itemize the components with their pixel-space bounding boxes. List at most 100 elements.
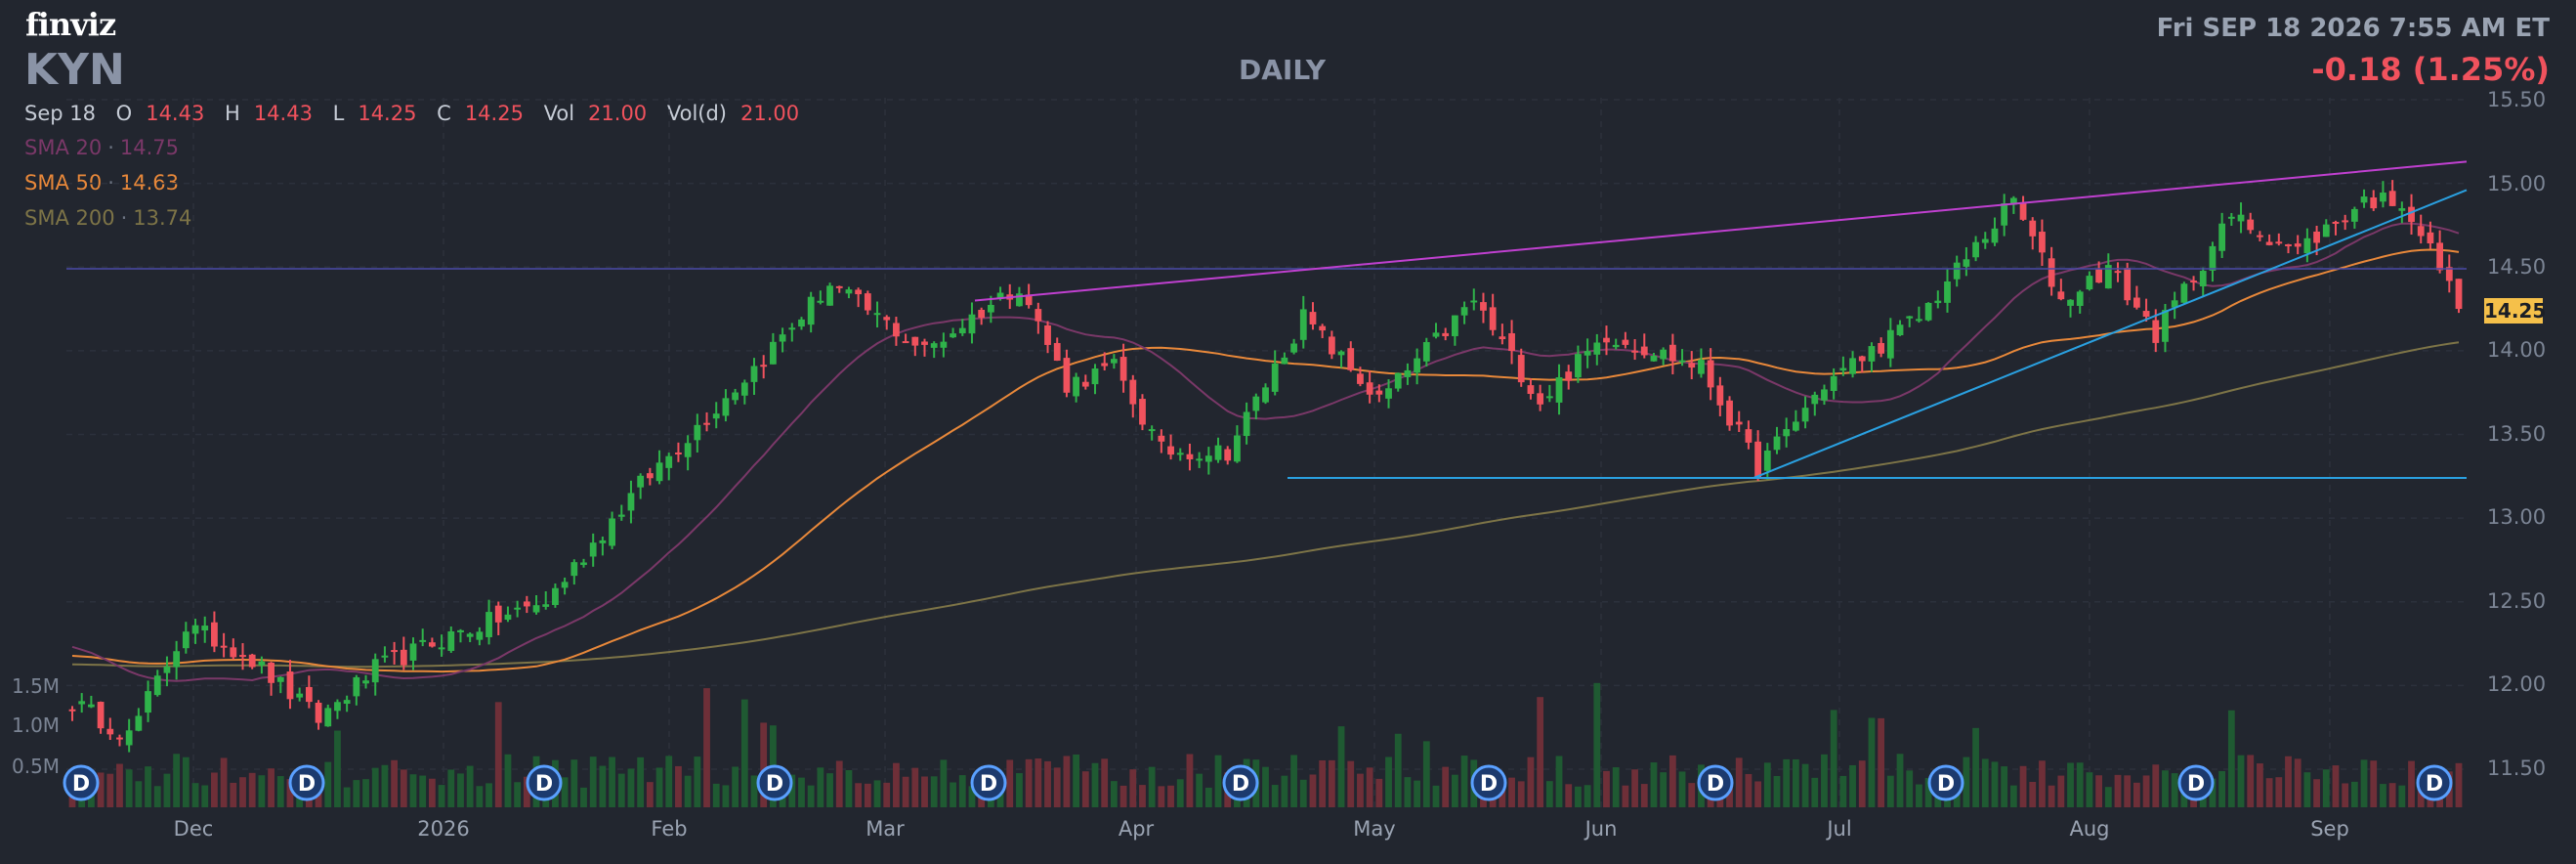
y-tick-label: 15.00 (2487, 172, 2547, 195)
volume-bar (646, 782, 654, 807)
volume-bar (2076, 762, 2084, 807)
candle-body (2180, 283, 2188, 303)
volume-bar (1290, 755, 1297, 807)
candle-body (940, 341, 948, 348)
volume-bar (2380, 784, 2386, 807)
candle-body (1839, 367, 1847, 371)
candle-body (1414, 358, 1421, 373)
y-tick-label: 11.50 (2487, 756, 2547, 780)
candle-body (1081, 381, 1089, 387)
volume-bar (1508, 777, 1515, 807)
volume-bar (940, 759, 948, 807)
candle-body (665, 455, 673, 468)
candle-body (542, 604, 550, 607)
finviz-logo: finviz (25, 6, 116, 43)
volume-bar (637, 756, 645, 807)
dividend-marker[interactable]: D (526, 764, 563, 801)
volume-bar (514, 782, 522, 807)
candle-body (2275, 241, 2283, 244)
dividend-marker[interactable]: D (1470, 764, 1507, 801)
y-tick-label: 14.00 (2487, 338, 2547, 362)
candle-body (1716, 385, 1724, 406)
volume-bar (1603, 770, 1610, 807)
volume-bar (1158, 786, 1165, 807)
candle-body (807, 296, 815, 325)
sma20-legend[interactable]: SMA 20 · 14.75 (24, 136, 180, 159)
candle-body (1158, 435, 1165, 442)
volume-bar (1442, 766, 1450, 807)
volume-bar (1640, 784, 1648, 807)
candle-body (1972, 241, 1979, 258)
candle-body (523, 601, 530, 607)
volume-bar (1537, 697, 1544, 807)
candle-body (1953, 262, 1961, 280)
candle-body (1763, 451, 1771, 471)
candle-body (637, 475, 645, 488)
dividend-marker[interactable]: D (1697, 764, 1734, 801)
candle-body (2218, 223, 2226, 251)
volume-bar (1991, 761, 1999, 807)
candle-body (532, 605, 540, 613)
volume-bar (447, 769, 455, 807)
candle-body (617, 514, 625, 517)
candle-body (1593, 342, 1601, 355)
candle-body (2048, 258, 2055, 287)
dividend-marker[interactable]: D (2177, 764, 2215, 801)
volume-bar (589, 756, 597, 807)
dividend-marker[interactable]: D (1927, 764, 1964, 801)
volume-bar (1527, 756, 1535, 807)
volume-bar (1110, 781, 1118, 807)
volume-bar (1650, 762, 1658, 807)
dividend-marker[interactable]: D (756, 764, 793, 801)
candle-body (570, 562, 578, 577)
candle-body (1783, 429, 1791, 437)
volume-dollar-value: 21.00 (740, 102, 800, 125)
timeframe-label[interactable]: DAILY (1239, 54, 1327, 86)
sma200-legend[interactable]: SMA 200 · 13.74 (24, 206, 192, 230)
candle-body (893, 323, 900, 337)
dividend-marker[interactable]: D (970, 764, 1007, 801)
volume-bar (2009, 785, 2017, 807)
candle-body (1555, 377, 1563, 403)
volume-bar (1404, 777, 1412, 807)
volume-bar (1754, 781, 1762, 807)
dividend-marker[interactable]: D (63, 764, 100, 801)
volume-bar (617, 773, 625, 807)
candle-body (1186, 454, 1194, 459)
candle-body (2209, 245, 2217, 271)
candle-body (182, 631, 190, 649)
dividend-marker-label: D (298, 772, 316, 797)
candle-body (1584, 351, 1591, 356)
candle-body (106, 728, 114, 735)
dividend-marker[interactable]: D (288, 764, 325, 801)
candle-body (315, 702, 322, 723)
candle-body (268, 662, 274, 683)
volume-bar (2152, 764, 2160, 807)
candle-body (1991, 228, 1999, 243)
volume-bar (1366, 767, 1373, 807)
dividend-marker-circle (288, 764, 325, 801)
candle-body (1678, 360, 1686, 363)
candle-body (2009, 197, 2017, 205)
volume-bar (230, 782, 237, 807)
volume-bar (504, 754, 512, 807)
trendlines[interactable] (66, 160, 2468, 480)
volume-bar (1660, 772, 1668, 807)
candle-body (675, 452, 682, 454)
candle-body (362, 680, 369, 684)
volume-bar (1773, 775, 1781, 807)
candle-body (276, 676, 284, 682)
dividend-marker-circle (1927, 764, 1964, 801)
candle-body (391, 650, 399, 653)
candle-body (2342, 220, 2349, 223)
dividend-marker-label: D (1707, 772, 1724, 797)
dividend-marker[interactable]: D (2416, 764, 2453, 801)
candle-body (116, 737, 123, 740)
candle-body (788, 327, 796, 330)
candle-body (1489, 307, 1497, 330)
candle-body (286, 671, 294, 700)
volume-bar (1792, 758, 1799, 807)
dividend-marker[interactable]: D (1222, 764, 1259, 801)
